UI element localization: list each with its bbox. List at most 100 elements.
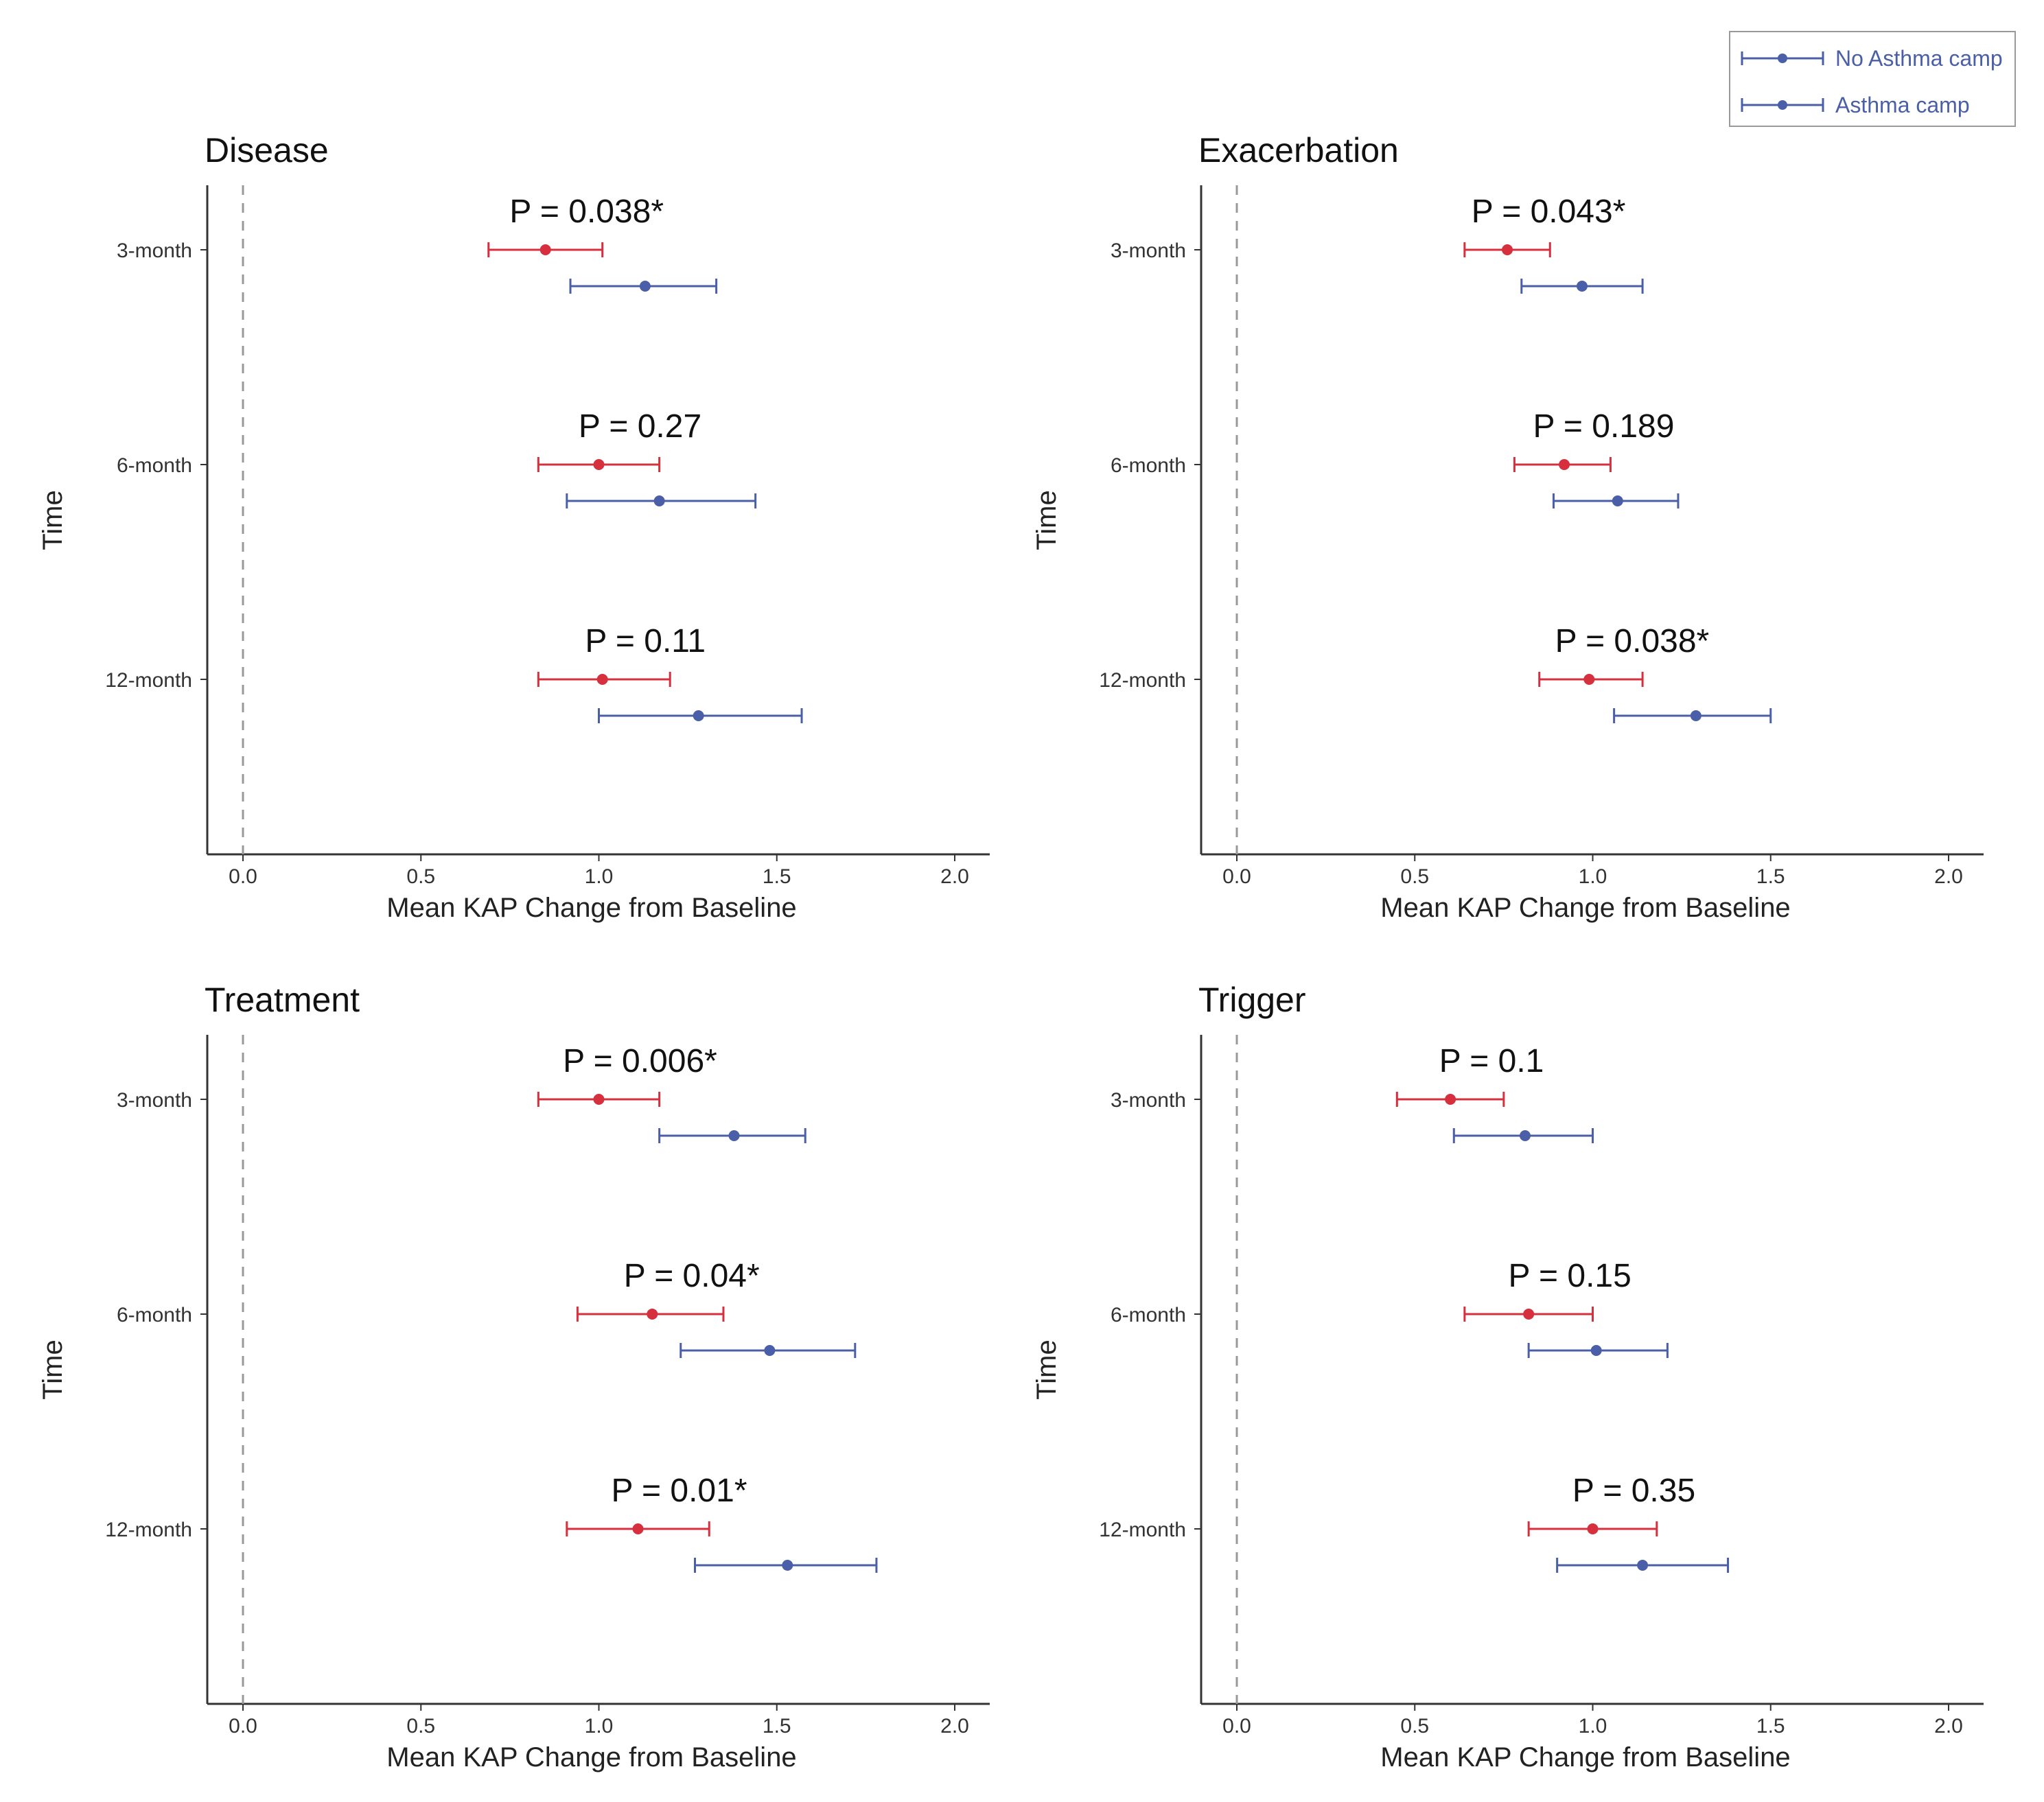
mean-point	[647, 1309, 658, 1320]
mean-point	[593, 1094, 605, 1105]
x-tick-label: 1.5	[1756, 865, 1785, 888]
x-tick-label: 2.0	[940, 865, 969, 888]
y-tick-label-3-month: 3-month	[1111, 239, 1186, 262]
interval-asthma-camp-6-month	[1527, 1343, 1669, 1358]
x-tick-label: 2.0	[1934, 865, 1963, 888]
interval-asthma-camp-3-month	[1520, 279, 1644, 294]
y-tick-label-6-month: 6-month	[1111, 1304, 1186, 1326]
legend-label-no-asthma-camp: No Asthma camp	[1835, 46, 2003, 71]
mean-point	[596, 674, 608, 685]
y-axis-label: Time	[38, 490, 68, 550]
legend-box	[1729, 31, 2016, 127]
p-value-label-6-month: P = 0.04*	[624, 1258, 760, 1294]
p-value-label-6-month: P = 0.27	[579, 408, 701, 445]
mean-point	[764, 1345, 776, 1356]
x-tick-label: 1.0	[1579, 1715, 1607, 1737]
p-value-label-3-month: P = 0.1	[1439, 1043, 1544, 1079]
panel-exacerbation: Exacerbation 0.0 0.5 1.0 1.5 2.0 Mean KAP Chan…	[1032, 131, 1984, 923]
mean-point	[1559, 459, 1570, 470]
mean-point	[1583, 674, 1595, 685]
y-tick-label-12-month: 12-month	[1099, 669, 1186, 692]
panel-title: Exacerbation	[1198, 131, 1399, 169]
mean-point	[639, 281, 651, 292]
interval-asthma-camp-12-month	[598, 708, 803, 723]
x-tick-label: 0.0	[229, 865, 257, 888]
interval-asthma-camp-6-month	[1552, 493, 1680, 508]
x-tick-label: 1.5	[763, 865, 791, 888]
p-value-label-6-month: P = 0.189	[1533, 408, 1674, 445]
mean-point	[632, 1523, 644, 1534]
legend-item-no-asthma-camp: No Asthma camp	[1741, 46, 2003, 71]
panel-disease: Disease 0.0 0.5 1.0 1.5 2.0 Mean KAP Change fr…	[38, 131, 990, 923]
legend-label-asthma-camp: Asthma camp	[1835, 93, 1970, 117]
p-value-label-3-month: P = 0.038*	[509, 194, 664, 230]
panel-title: Disease	[205, 131, 329, 169]
panels: Disease 0.0 0.5 1.0 1.5 2.0 Mean KAP Change fr…	[38, 131, 1984, 1772]
y-tick-label-6-month: 6-month	[1111, 454, 1186, 477]
x-tick-label: 0.0	[229, 1715, 257, 1737]
p-value-label-12-month: P = 0.01*	[612, 1473, 747, 1509]
y-axis-label: Time	[1032, 1339, 1062, 1399]
p-value-label-6-month: P = 0.15	[1509, 1258, 1631, 1294]
interval-asthma-camp-3-month	[569, 279, 718, 294]
interval-no-asthma-camp-6-month	[537, 457, 661, 472]
interval-no-asthma-camp-12-month	[566, 1521, 710, 1536]
interval-asthma-camp-3-month	[1452, 1128, 1594, 1143]
interval-no-asthma-camp-3-month	[1395, 1092, 1505, 1107]
x-tick-label: 1.5	[763, 1715, 791, 1737]
y-tick-label-12-month: 12-month	[105, 669, 192, 692]
panel-trigger: Trigger 0.0 0.5 1.0 1.5 2.0 Mean KAP Change fr…	[1032, 981, 1984, 1772]
y-tick-label-6-month: 6-month	[117, 454, 192, 477]
x-axis-label: Mean KAP Change from Baseline	[386, 893, 796, 923]
p-value-label-12-month: P = 0.35	[1572, 1473, 1695, 1509]
interval-asthma-camp-12-month	[1556, 1558, 1730, 1573]
legend: No Asthma camp Asthma camp	[1729, 31, 2016, 127]
interval-no-asthma-camp-12-month	[1538, 672, 1644, 687]
x-tick-label: 2.0	[940, 1715, 969, 1737]
x-axis-label: Mean KAP Change from Baseline	[1380, 893, 1790, 923]
mean-point	[593, 459, 605, 470]
mean-point	[539, 244, 551, 255]
interval-no-asthma-camp-3-month	[487, 242, 604, 257]
y-axis-label: Time	[1032, 490, 1062, 550]
x-tick-label: 0.0	[1222, 1715, 1251, 1737]
mean-point	[1523, 1309, 1535, 1320]
x-tick-label: 0.5	[406, 865, 435, 888]
interval-asthma-camp-6-month	[566, 493, 757, 508]
interval-asthma-camp-6-month	[680, 1343, 857, 1358]
y-tick-label-12-month: 12-month	[1099, 1519, 1186, 1541]
x-tick-label: 0.0	[1222, 865, 1251, 888]
x-tick-label: 1.0	[1579, 865, 1607, 888]
mean-point	[1637, 1560, 1649, 1571]
interval-no-asthma-camp-6-month	[1513, 457, 1612, 472]
x-tick-label: 2.0	[1934, 1715, 1963, 1737]
x-axis-label: Mean KAP Change from Baseline	[386, 1742, 796, 1772]
mean-point	[653, 495, 665, 506]
mean-point	[1612, 495, 1623, 506]
x-tick-label: 0.5	[406, 1715, 435, 1737]
x-axis-label: Mean KAP Change from Baseline	[1380, 1742, 1790, 1772]
legend-point-asthma-camp	[1778, 100, 1787, 110]
legend-point-no-asthma-camp	[1778, 54, 1787, 63]
interval-no-asthma-camp-12-month	[1527, 1521, 1658, 1536]
interval-asthma-camp-12-month	[1613, 708, 1772, 723]
y-axis-label: Time	[38, 1339, 68, 1399]
p-value-label-3-month: P = 0.043*	[1472, 194, 1626, 230]
y-tick-label-3-month: 3-month	[117, 1089, 192, 1112]
x-tick-label: 1.5	[1756, 1715, 1785, 1737]
panel-title: Trigger	[1198, 981, 1306, 1019]
mean-point	[1587, 1523, 1599, 1534]
mean-point	[693, 710, 704, 721]
y-tick-label-3-month: 3-month	[1111, 1089, 1186, 1112]
mean-point	[1590, 1345, 1602, 1356]
x-tick-label: 0.5	[1400, 865, 1429, 888]
legend-item-asthma-camp: Asthma camp	[1741, 93, 1970, 117]
interval-no-asthma-camp-3-month	[537, 1092, 661, 1107]
y-tick-label-12-month: 12-month	[105, 1519, 192, 1541]
mean-point	[1519, 1130, 1531, 1141]
panel-treatment: Treatment 0.0 0.5 1.0 1.5 2.0 Mean KAP Change …	[38, 981, 990, 1772]
x-tick-label: 0.5	[1400, 1715, 1429, 1737]
interval-no-asthma-camp-12-month	[537, 672, 671, 687]
mean-point	[1690, 710, 1702, 721]
